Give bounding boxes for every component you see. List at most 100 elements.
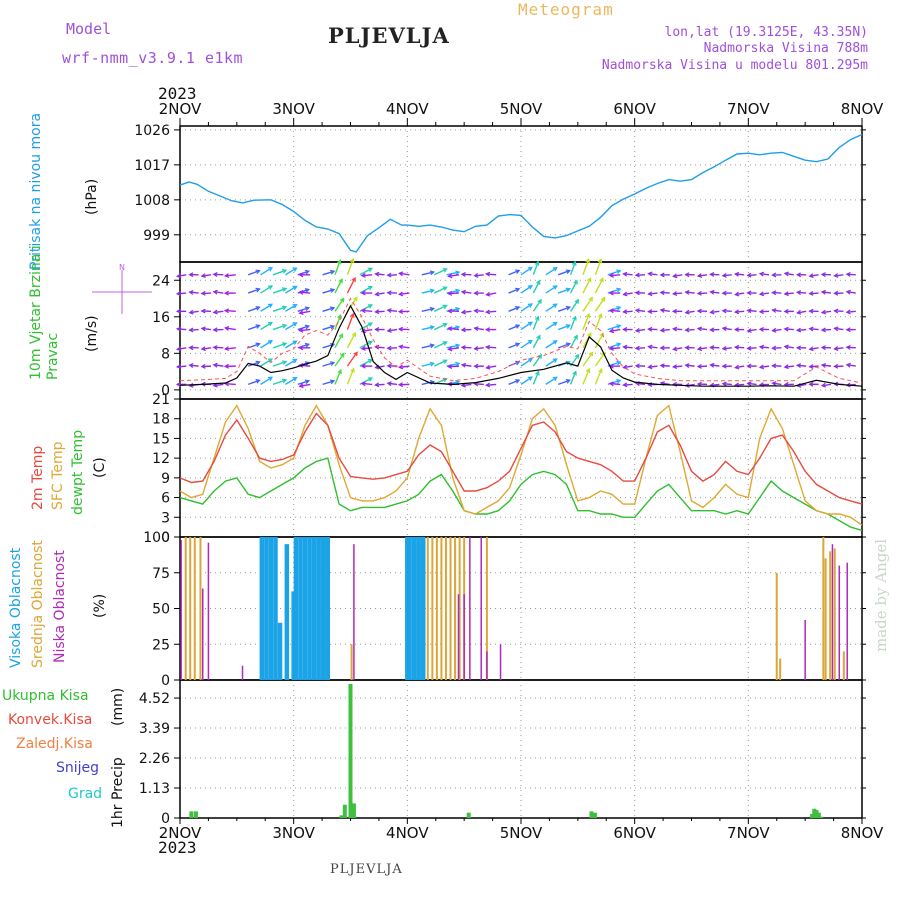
wind-arrow-head <box>634 363 640 369</box>
cloud-bar <box>293 537 299 680</box>
wind-arrow-head <box>337 313 342 320</box>
wind-arrow-head <box>808 308 814 314</box>
wind-arrow-head <box>267 340 274 345</box>
wind-arrow <box>359 322 373 331</box>
cloud-bar <box>463 537 466 680</box>
meteogram-label: Meteogram <box>518 0 614 19</box>
wind-arrow-head <box>758 271 765 277</box>
wind-arrow-head <box>267 376 274 382</box>
wind-arrow-head <box>536 334 541 340</box>
precip-ylabel: 1hr Precip <box>110 757 126 828</box>
wind-arrow <box>594 297 606 312</box>
model-elevation-label: Nadmorska Visina u modelu 801.295m <box>601 58 868 73</box>
wind-arrow-head <box>647 326 653 332</box>
wind-arrow-head <box>721 308 727 314</box>
wind-arrow-head <box>572 370 577 376</box>
wind-arrow <box>448 327 460 331</box>
wind-arrow <box>846 383 856 387</box>
wind-arrow-head <box>212 362 218 368</box>
wind-arrow-head <box>721 290 727 296</box>
wind-arrow-head <box>473 326 479 332</box>
wind-arrow-head <box>783 291 789 297</box>
x-tick-label-top: 7NOV <box>727 100 770 118</box>
cloud-bar <box>284 544 290 680</box>
wind-arrow-head <box>684 345 690 351</box>
wind-arrow-head <box>565 360 571 366</box>
wind-arrow-head <box>598 367 603 374</box>
wind-arrow <box>685 364 695 367</box>
wind-arrow <box>359 267 373 276</box>
wind-arrow-head <box>537 298 542 304</box>
wind-arrow <box>361 382 373 386</box>
wind-arrow-head <box>527 266 533 272</box>
wind-arrow <box>334 278 343 294</box>
wind-arrow <box>532 335 541 349</box>
wind-gust-line <box>179 297 863 384</box>
wind-arrow-head <box>796 382 802 388</box>
wind-arrow-head <box>647 291 653 297</box>
wind-arrow-head <box>808 381 814 387</box>
y-tick-label: 75 <box>152 566 170 582</box>
wind-arrow-head <box>696 346 703 352</box>
wind-arrow-head <box>397 291 404 297</box>
wind-arrow <box>433 341 447 349</box>
wind-arrow-head <box>200 381 206 387</box>
lonlat-label: lon,lat (19.3125E, 43.35N) <box>664 25 869 40</box>
wind-arrow-head <box>485 382 491 388</box>
cloud-bar <box>316 537 321 680</box>
wind-arrow <box>660 364 670 367</box>
wind-arrow-head <box>565 269 571 274</box>
wind-arrow-head <box>733 271 740 277</box>
wind-arrow <box>201 347 212 350</box>
wind-arrow <box>359 340 373 349</box>
wind-arrow-head <box>758 309 764 315</box>
wind-arrow-head <box>360 290 366 296</box>
cloud-bar <box>241 665 244 680</box>
wind-arrow-head <box>515 379 521 384</box>
wind-arrow <box>607 379 621 386</box>
elevation-label: Nadmorska Visina 788m <box>703 41 868 56</box>
wind-arrow-head <box>455 325 461 330</box>
cloud-mid-label: Srednja Oblacnost <box>30 540 46 668</box>
wind-arrow-head <box>845 271 851 277</box>
y-tick-label: 18 <box>152 412 170 428</box>
cloud-bar <box>431 537 434 680</box>
wind-arrow-head <box>360 328 367 334</box>
wind-arrow-head <box>176 346 182 352</box>
wind-arrow <box>359 304 373 312</box>
wind-arrow-head <box>429 379 435 385</box>
wind-arrow-head <box>622 327 628 332</box>
wind-arrow-head <box>367 340 373 346</box>
wind-arrow <box>660 309 670 313</box>
cloud-bar <box>480 537 482 680</box>
wind-arrow-head <box>304 361 311 366</box>
wind-arrow-head <box>808 364 814 369</box>
precip-bar <box>351 803 356 818</box>
wind-arrow <box>247 324 260 331</box>
wind-arrow <box>609 347 621 350</box>
y-tick-label: 0 <box>161 383 170 399</box>
wind-arrow-head <box>484 327 491 333</box>
wind-arrow-head <box>442 304 448 310</box>
wind-arrow <box>784 272 794 276</box>
wind-arrow <box>821 364 832 367</box>
wind-arrow <box>747 328 757 332</box>
cloud-bar <box>405 537 410 680</box>
wind-arrow-head <box>671 326 678 332</box>
wind-arrow <box>375 292 385 296</box>
wind-arrow <box>582 258 590 276</box>
wind-arrow-head <box>634 381 640 387</box>
wind-arrow <box>759 272 770 276</box>
wind-arrow <box>421 344 434 349</box>
wind-arrow <box>297 380 310 386</box>
wind-arrow-head <box>329 269 336 275</box>
wind-arrow-head <box>795 290 802 295</box>
wind-arrow <box>635 328 646 332</box>
wind-arrow-head <box>616 379 622 384</box>
wind-arrow-head <box>223 290 229 296</box>
wind-arrow-head <box>721 363 727 369</box>
wind-arrow <box>673 328 683 331</box>
wind-arrow-head <box>833 381 839 387</box>
wind-arrow <box>361 274 373 277</box>
wind-arrow-head <box>397 326 404 332</box>
